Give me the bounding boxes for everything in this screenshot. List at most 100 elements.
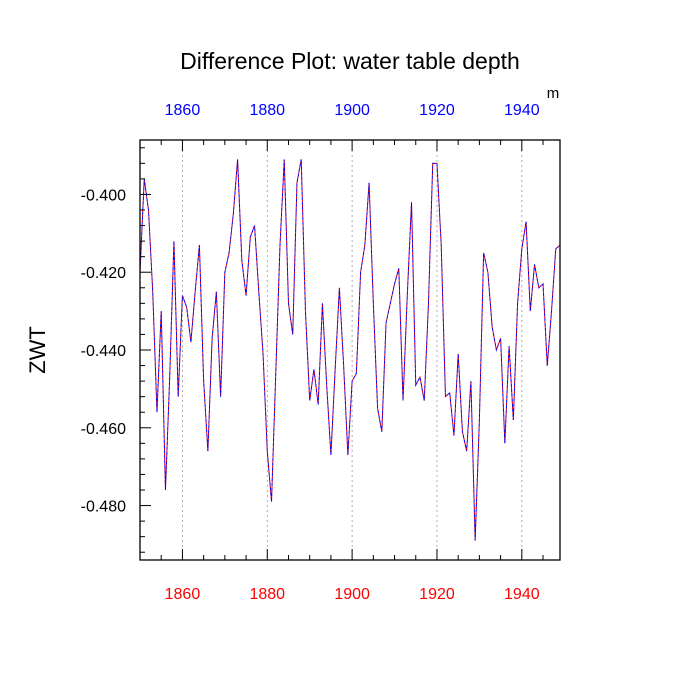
data-point: [224, 272, 225, 273]
data-point: [326, 384, 327, 385]
data-point: [373, 303, 374, 304]
data-point: [309, 400, 310, 401]
data-point: [220, 396, 221, 397]
data-point: [496, 349, 497, 350]
data-point: [419, 377, 420, 378]
data-point: [343, 365, 344, 366]
data-point: [394, 283, 395, 284]
y-axis-label: ZWT: [25, 326, 50, 374]
x-tick-label-bottom: 1920: [419, 586, 455, 603]
data-point: [453, 435, 454, 436]
data-point: [525, 221, 526, 222]
data-point: [487, 272, 488, 273]
data-point: [305, 311, 306, 312]
data-point: [504, 443, 505, 444]
data-point: [313, 369, 314, 370]
data-point: [203, 381, 204, 382]
data-point: [190, 342, 191, 343]
x-tick-label-top: 1920: [419, 102, 455, 119]
data-point: [182, 295, 183, 296]
data-point: [542, 283, 543, 284]
data-point: [347, 454, 348, 455]
data-point: [530, 311, 531, 312]
x-tick-label-top: 1900: [334, 102, 370, 119]
data-point: [330, 454, 331, 455]
data-point: [475, 540, 476, 541]
data-point: [500, 338, 501, 339]
x-tick-label-bottom: 1940: [504, 586, 540, 603]
data-point: [513, 419, 514, 420]
data-point: [292, 334, 293, 335]
data-point: [258, 291, 259, 292]
x-tick-label-top: 1940: [504, 102, 540, 119]
data-point: [470, 381, 471, 382]
data-point: [483, 252, 484, 253]
data-point: [173, 241, 174, 242]
y-tick-label: -0.460: [81, 421, 126, 438]
data-point: [441, 244, 442, 245]
data-point: [322, 303, 323, 304]
data-point: [462, 431, 463, 432]
data-point: [335, 369, 336, 370]
data-point: [228, 252, 229, 253]
data-point: [411, 202, 412, 203]
data-point: [339, 287, 340, 288]
data-point: [466, 451, 467, 452]
data-point: [432, 163, 433, 164]
data-point: [262, 353, 263, 354]
y-tick-label: -0.420: [81, 265, 126, 282]
data-point: [161, 311, 162, 312]
data-point: [245, 295, 246, 296]
data-point: [318, 404, 319, 405]
data-point: [284, 159, 285, 160]
data-point: [279, 244, 280, 245]
data-point: [492, 326, 493, 327]
data-point: [555, 248, 556, 249]
data-point: [296, 182, 297, 183]
data-point: [169, 377, 170, 378]
data-point: [352, 381, 353, 382]
data-point: [356, 373, 357, 374]
data-point: [165, 489, 166, 490]
data-point: [517, 303, 518, 304]
data-point: [254, 225, 255, 226]
data-point: [199, 244, 200, 245]
data-point: [364, 244, 365, 245]
data-point: [250, 237, 251, 238]
series-group: [139, 159, 561, 541]
data-point: [360, 272, 361, 273]
data-point: [508, 346, 509, 347]
data-point: [428, 303, 429, 304]
units-label: m: [547, 85, 560, 102]
data-point: [415, 384, 416, 385]
data-point: [402, 400, 403, 401]
data-point: [398, 268, 399, 269]
data-point: [148, 209, 149, 210]
data-point: [241, 260, 242, 261]
data-point: [381, 431, 382, 432]
data-point: [186, 307, 187, 308]
data-point: [445, 396, 446, 397]
plot-frame: [139, 139, 561, 561]
data-point: [521, 248, 522, 249]
data-point: [436, 163, 437, 164]
data-point: [212, 338, 213, 339]
data-point: [275, 373, 276, 374]
tick-labels: 1860 1860 1880 1880 1900 1900 1920 1920 1940 1940…: [81, 102, 540, 603]
data-point: [178, 396, 179, 397]
data-point: [237, 159, 238, 160]
data-point: [538, 287, 539, 288]
data-point: [458, 353, 459, 354]
data-point: [377, 408, 378, 409]
data-point: [301, 159, 302, 160]
x-tick-label-bottom: 1880: [249, 586, 285, 603]
data-point: [424, 400, 425, 401]
data-point: [271, 501, 272, 502]
data-point: [479, 419, 480, 420]
data-point: [547, 365, 548, 366]
data-point: [390, 303, 391, 304]
axis-ticks: [139, 140, 544, 560]
y-tick-label: -0.440: [81, 343, 126, 360]
data-point: [534, 264, 535, 265]
